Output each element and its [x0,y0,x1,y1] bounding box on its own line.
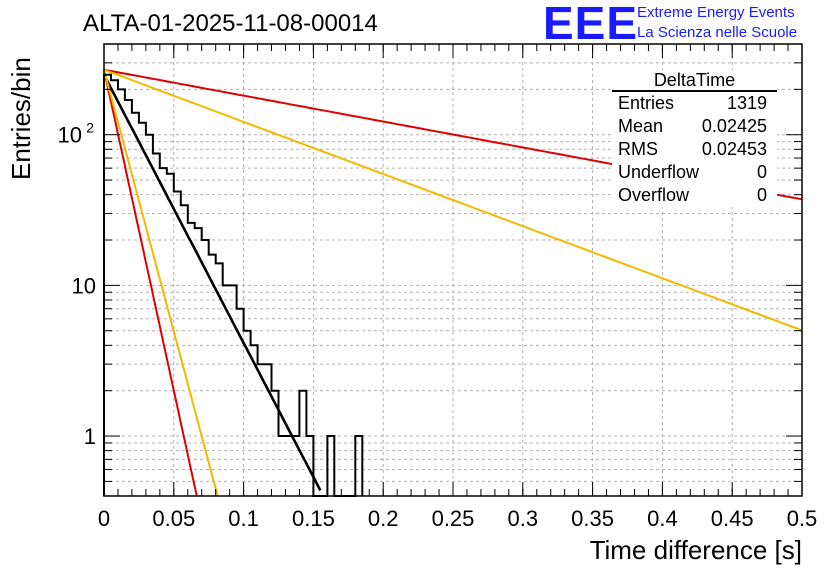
histogram-bin [132,113,139,496]
histogram-bin [327,436,334,496]
x-tick-label: 0.35 [571,506,614,531]
stats-row-overflow: Overflow 0 [612,184,777,207]
histogram-bin [167,174,174,496]
logo-line-2: La Scienza nelle Scuole [637,24,798,41]
histogram-bin [279,436,286,496]
x-tick-label: 0.05 [152,506,195,531]
x-tick-label: 0.2 [368,506,399,531]
x-tick-label: 0.3 [508,506,539,531]
histogram-bin [258,364,265,496]
stats-value: 0 [756,185,767,205]
stats-label: Mean [618,116,664,136]
y-tick-exponent: 2 [86,120,94,136]
stats-value: 0 [756,162,767,182]
histogram-bin [111,80,118,496]
fit-curve-fit [102,74,322,492]
stats-box: DeltaTime Entries 1319 Mean 0.02425 RMS … [612,70,777,207]
fit-curve-upper-yellow [103,68,803,332]
y-axis-label: Entries/bin [6,57,36,180]
histogram-bin [285,436,292,496]
x-tick-label: 0.4 [647,506,678,531]
y-tick-label: 10 [72,273,96,298]
histogram-bin [355,436,362,496]
x-tick-label: 0.5 [787,506,818,531]
stats-label: RMS [618,139,658,159]
x-tick-label: 0.25 [432,506,475,531]
fit-curve-lower-yellow [103,69,219,497]
axis-ticks [103,43,803,497]
stats-row-underflow: Underflow 0 [612,161,777,184]
stats-value: 0.02425 [701,116,767,136]
stats-value: 1319 [726,93,767,113]
stats-row-mean: Mean 0.02425 [612,115,777,138]
stats-label: Underflow [618,162,700,182]
chart-title: ALTA-01-2025-11-08-00014 [83,10,378,37]
stats-label: Entries [618,93,675,113]
x-tick-label: 0.1 [228,506,259,531]
logo-line-1: Extreme Energy Events [637,4,795,21]
tick-labels: 0 0.05 0.1 0.15 0.2 0.25 0.3 0.35 0.4 0.45 0.5 1 10 1… [58,120,818,531]
y-tick-label: 1 [84,424,96,449]
x-tick-label: 0.15 [292,506,335,531]
histogram-bin [195,228,202,496]
x-tick-label: 0.45 [711,506,754,531]
stats-value: 0.02453 [701,139,767,159]
stats-label: Overflow [618,185,690,205]
x-tick-label: 0 [98,506,110,531]
y-tick-label: 10 [58,123,82,148]
stats-title: DeltaTime [612,70,777,92]
stats-row-entries: Entries 1319 [612,92,777,115]
stats-row-rms: RMS 0.02453 [612,138,777,161]
fit-curve-lower-red [103,69,198,497]
x-axis-label: Time difference [s] [589,535,802,565]
histogram [103,73,364,497]
eee-logo: EEE [543,0,639,49]
histogram-bin [146,135,153,496]
histogram-bin [139,123,146,496]
histogram-outline [103,73,364,497]
